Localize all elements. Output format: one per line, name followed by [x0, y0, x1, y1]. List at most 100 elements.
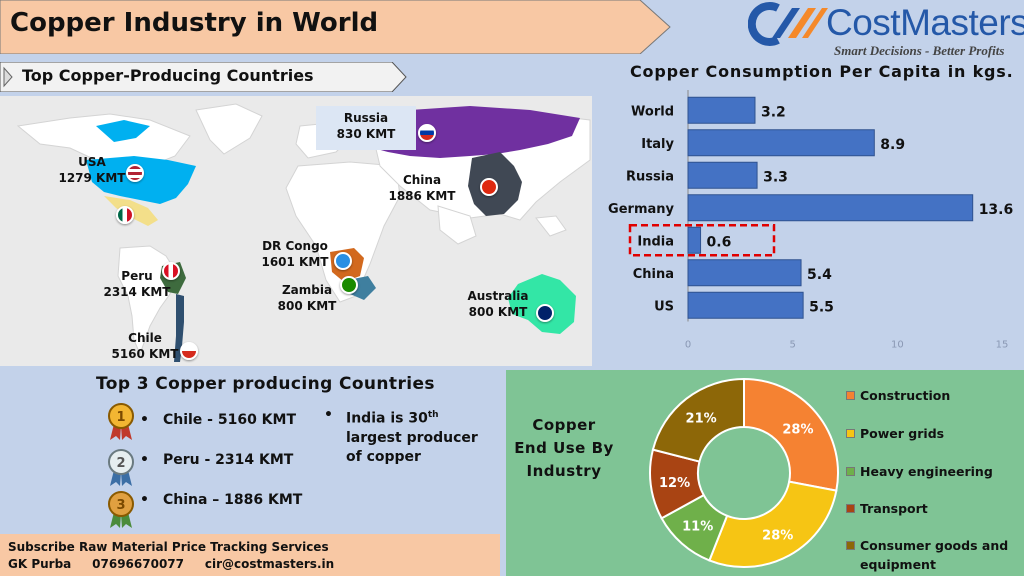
page-title: Copper Industry in World — [10, 8, 379, 38]
rank-item-2: • Peru - 2314 KMT — [140, 452, 293, 468]
legend-item-construction: Construction — [846, 386, 951, 405]
country-label-chile: Chile 5160 KMT — [106, 330, 184, 362]
top3-title: Top 3 Copper producing Countries — [96, 374, 435, 394]
legend-item-power-grids: Power grids — [846, 424, 945, 443]
x-tick-label: 10 — [891, 340, 904, 351]
footer-contact-text: GK Purba 07696670077 cir@costmasters.in — [8, 557, 335, 571]
value-label: 8.9 — [880, 137, 905, 153]
country-label-dr-congo: DR Congo 1601 KMT — [258, 238, 332, 270]
legend-swatch — [846, 504, 855, 513]
footer-subscribe-text: Subscribe Raw Material Price Tracking Se… — [8, 540, 329, 554]
logo-text: CostMasters — [826, 2, 1024, 43]
country-shape-usa — [86, 156, 196, 204]
medal-rank: 3 — [116, 498, 125, 513]
subscribe-footer: Subscribe Raw Material Price Tracking Se… — [0, 534, 500, 576]
bar-world — [687, 96, 756, 124]
slice-value-label: 28% — [762, 528, 793, 543]
country-label-australia: Australia 800 KMT — [466, 288, 530, 320]
country-value: 1279 KMT — [58, 171, 126, 185]
country-name: Russia — [343, 111, 389, 125]
legend-label: Power grids — [860, 426, 945, 441]
bullet: • — [140, 492, 149, 508]
bar-india — [687, 226, 702, 254]
country-name: Chile — [128, 331, 162, 345]
world-map-graphic — [16, 103, 591, 362]
title-banner-shape — [0, 0, 671, 54]
legend-swatch — [846, 541, 855, 550]
legend-swatch — [846, 429, 855, 438]
medal-rank: 2 — [116, 456, 125, 471]
category-label: Italy — [641, 137, 674, 152]
country-name: DR Congo — [262, 239, 328, 253]
category-label: Germany — [608, 202, 674, 217]
mexico-flag-pin-icon — [116, 206, 134, 224]
category-label: China — [633, 267, 674, 282]
gold-medal-icon: 1 — [108, 403, 134, 440]
china-flag-pin-icon — [480, 178, 498, 196]
india-highlight-box — [628, 224, 776, 257]
legend-item-transport: Transport — [846, 499, 928, 518]
russia-label-box — [316, 106, 416, 150]
rank-text: Chile - 5160 KMT — [162, 412, 297, 428]
bar-chart: World 3.2 Italy 8.9 Russia 3.3 Germany 13.6 Indi… — [608, 90, 1014, 351]
bullet: • — [324, 407, 333, 423]
slice-value-label: 11% — [682, 520, 713, 535]
medal-rank: 1 — [116, 410, 125, 425]
dr-congo-flag-pin-icon — [334, 252, 352, 270]
country-label-zambia: Zambia 800 KMT — [270, 282, 344, 314]
logo-mark-icon — [748, 2, 828, 46]
map-subtitle: Top Copper-Producing Countries — [22, 66, 314, 85]
rank-text: China – 1886 KMT — [162, 492, 303, 508]
bullet: • — [140, 412, 149, 428]
country-label-china: China 1886 KMT — [382, 172, 462, 204]
peru-flag-pin-icon — [162, 262, 180, 280]
bar-germany — [687, 194, 974, 222]
australia-flag-pin-icon — [536, 304, 554, 322]
bar-china — [687, 259, 802, 287]
note-prefix: India is 30 — [346, 410, 428, 427]
country-label-peru: Peru 2314 KMT — [98, 268, 176, 300]
logo-tagline: Smart Decisions - Better Profits — [834, 43, 1005, 58]
note-suffix: largest producer of copper — [346, 429, 478, 465]
country-value: 1601 KMT — [261, 255, 329, 269]
title-banner: Copper Industry in World — [0, 0, 672, 54]
chile-flag-pin-icon — [180, 342, 198, 360]
bar-russia — [687, 161, 758, 189]
category-label: World — [631, 104, 674, 119]
category-label: Russia — [626, 169, 674, 184]
end-use-panel: Copper End Use By Industry 28% 28% 11% 12% 2… — [506, 370, 1024, 576]
bar-chart-title: Copper Consumption Per Capita in kgs. — [630, 62, 1014, 81]
legend-swatch — [846, 391, 855, 400]
slice-value-label: 12% — [659, 476, 690, 491]
value-label: 3.2 — [761, 104, 786, 120]
country-value: 5160 KMT — [111, 347, 179, 361]
subtitle-arrow-shape — [0, 62, 407, 92]
country-label-usa: USA 1279 KMT — [52, 154, 132, 186]
value-label: 13.6 — [979, 202, 1014, 218]
map-subtitle-banner: Top Copper-Producing Countries — [0, 62, 408, 92]
legend-label: Heavy engineering — [860, 464, 993, 479]
country-name: USA — [78, 155, 106, 169]
category-label: India — [637, 234, 674, 249]
donut-chart: 28% 28% 11% 12% 21% — [649, 377, 839, 568]
legend-label: Construction — [860, 388, 951, 403]
country-value: 830 KMT — [336, 127, 396, 141]
country-name: Zambia — [281, 283, 333, 297]
country-name: Peru — [121, 269, 153, 283]
bullet: • — [140, 452, 149, 468]
rank-item-1: • Chile - 5160 KMT — [140, 412, 296, 428]
russia-flag-pin-icon — [418, 124, 436, 142]
bronze-medal-icon: 3 — [108, 491, 134, 528]
value-label: 5.4 — [807, 267, 832, 283]
value-label: 5.5 — [809, 299, 834, 315]
silver-medal-icon: 2 — [108, 449, 134, 486]
x-tick-label: 15 — [996, 340, 1009, 351]
x-tick-label: 0 — [685, 340, 691, 351]
category-label: US — [654, 299, 674, 314]
value-label: 3.3 — [763, 169, 788, 185]
india-rank-note: • India is 30th largest producer of copp… — [324, 406, 494, 467]
consumption-chart-panel: Copper Consumption Per Capita in kgs. Wo… — [592, 58, 1024, 366]
country-label-russia: Russia 830 KMT — [316, 110, 416, 142]
value-label: 0.6 — [707, 234, 732, 250]
